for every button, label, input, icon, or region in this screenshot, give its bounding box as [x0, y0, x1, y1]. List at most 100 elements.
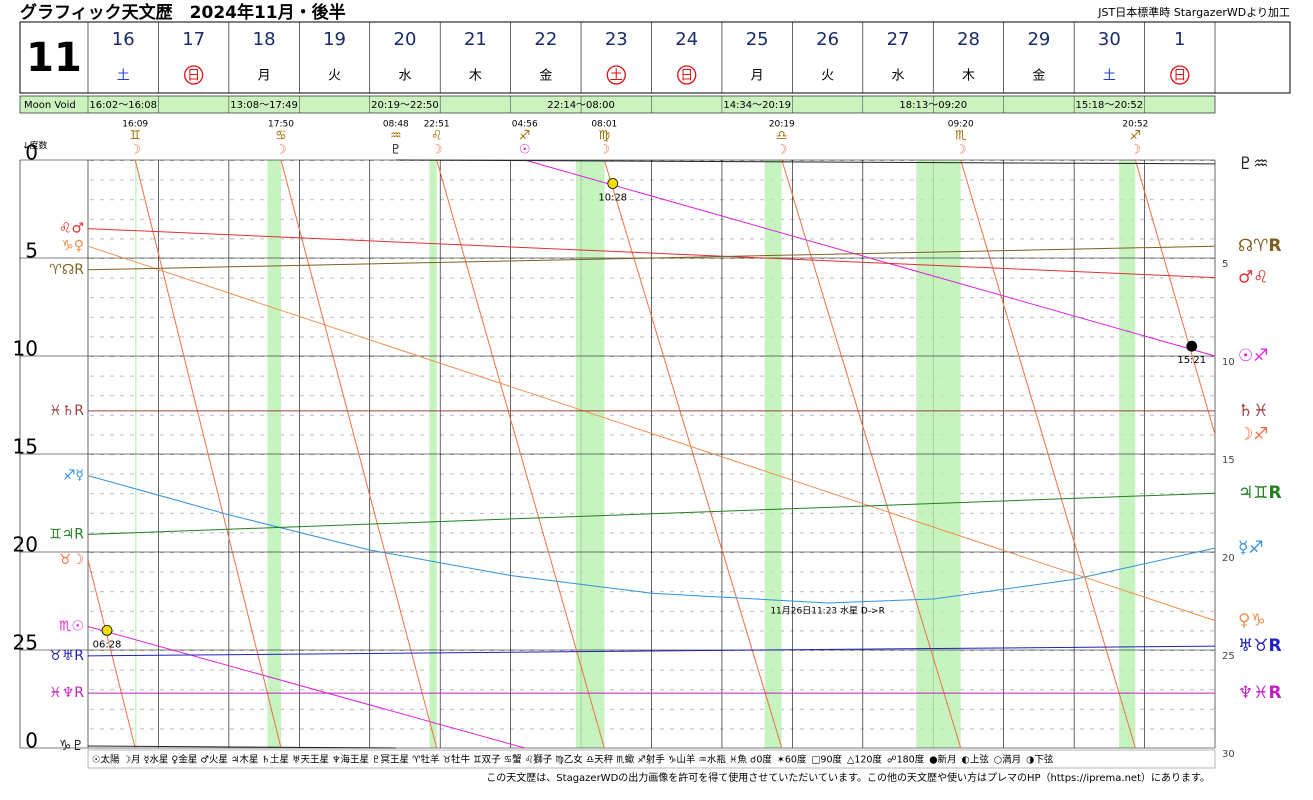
y-tick-label: 10: [13, 337, 38, 361]
moon-void-label: Moon Void: [24, 100, 76, 111]
ingress-time: 09:20: [948, 120, 974, 130]
day-number: 24: [675, 29, 698, 50]
legend-item: ♊双子: [473, 755, 501, 766]
right-label: ♆♓R: [1238, 683, 1282, 703]
legend-item: ♎天秤: [586, 755, 614, 766]
left-label: ♓♄R: [49, 403, 84, 419]
legend-item: ♑山羊: [668, 754, 696, 766]
void-label: 20:19～22:50: [371, 100, 439, 111]
right-label: ♅♉R: [1238, 636, 1282, 656]
legend-item: ♆海王星: [332, 754, 369, 766]
void-label: 15:18～20:52: [1076, 100, 1144, 111]
ingress-planet: ☽: [776, 143, 788, 158]
ingress-sign: ♍: [598, 129, 610, 144]
legend-item: ♄土星: [261, 754, 289, 766]
ingress-planet: ☽: [129, 143, 141, 158]
ingress-time: 20:52: [1122, 120, 1148, 130]
moon-phase: [101, 625, 113, 636]
left-label: ♊♃R: [49, 526, 84, 542]
footer: この天文歴は、StagazerWDの出力画像を許可を得て使用させていただいていま…: [486, 771, 1210, 784]
right-label: ☊♈R: [1238, 236, 1281, 256]
legend-item: ♋蟹: [504, 754, 523, 766]
y-tick-label: 20: [13, 533, 38, 557]
legend-item: ♈牡羊: [412, 754, 440, 766]
ingress-planet: ☉: [519, 143, 531, 158]
right-label: ☽♐: [1238, 424, 1268, 444]
right-label: ☿♐: [1238, 538, 1264, 558]
legend-box: [87, 749, 1216, 769]
series-line: [87, 492, 1216, 535]
phase-time: 06:28: [93, 639, 122, 650]
series-line: [87, 645, 1216, 657]
weekday: 月: [258, 69, 271, 84]
annotation: 11月26日11:23 水星 D->R: [770, 604, 885, 616]
legend-item: ♒水瓶: [698, 754, 726, 766]
ingress-sign: ♎: [776, 129, 788, 144]
legend-item: △120度: [847, 754, 882, 766]
moon-phase: [1186, 340, 1198, 352]
day-number: 26: [816, 29, 839, 50]
ingress-time: 16:09: [122, 120, 148, 130]
legend-item: ◐上弦: [962, 754, 990, 766]
day-number: 30: [1098, 29, 1121, 50]
subtitle: JST日本標準時 StargazerWDより加工: [1097, 5, 1290, 19]
right-label: ♄♓: [1238, 401, 1268, 421]
legend-item: ☉太陽: [92, 754, 120, 766]
legend-item: ♂火星: [200, 755, 228, 766]
y-label: ↓度数: [22, 140, 48, 152]
legend-item: ✶60度: [777, 754, 807, 766]
weekday: 日: [1173, 69, 1186, 84]
day-number: 22: [534, 29, 557, 50]
left-label: ♌♂: [59, 221, 84, 237]
header-box: [19, 21, 1291, 94]
weekday: 土: [117, 69, 130, 84]
legend-item: ♅天王星: [292, 755, 329, 766]
weekday: 木: [469, 69, 482, 84]
ingress-planet: ☽: [955, 143, 967, 158]
day-number: 28: [957, 29, 980, 50]
left-label: ♑♇: [59, 738, 84, 754]
right-label: ☉♐: [1238, 346, 1268, 366]
legend-item: ●新月: [929, 754, 956, 766]
ingress-sign: ♋: [275, 129, 287, 144]
series-line: [87, 245, 1216, 271]
legend-item: ☽月: [123, 755, 141, 766]
day-number: 20: [394, 29, 417, 50]
series-line: [87, 228, 1216, 279]
ingress-sign: ♊: [129, 129, 141, 144]
legend-item: ♃木星: [231, 754, 259, 766]
void-label: 14:34～20:19: [723, 100, 791, 111]
ingress-planet: ☽: [598, 143, 610, 158]
phase-time: 10:28: [598, 193, 627, 204]
ingress-planet: ☽: [431, 143, 443, 158]
legend-item: ♌獅子: [525, 754, 553, 766]
void-label: 13:08～17:49: [230, 100, 298, 111]
moon-phase: [607, 178, 619, 189]
day-number: 21: [464, 29, 487, 50]
weekday: 金: [539, 68, 552, 84]
weekday: 火: [821, 69, 834, 84]
left-label: ♓♆R: [49, 685, 84, 701]
weekday: 金: [1032, 68, 1045, 84]
left-label: ♈☊R: [49, 262, 84, 278]
holiday-circle: [677, 65, 697, 85]
legend-item: ◑下弦: [1026, 754, 1054, 766]
ingress-planet: ☽: [1130, 143, 1142, 158]
weekday: 土: [1103, 69, 1116, 84]
day-number: 17: [182, 29, 205, 50]
day-number: 18: [253, 29, 276, 50]
left-label: ♏☉: [59, 618, 84, 634]
moon-void-row: [19, 95, 1216, 114]
y-tick-label: 0: [25, 729, 38, 753]
series-line: [87, 245, 1216, 622]
legend-item: ♏蠍: [616, 754, 635, 766]
y2-tick-label: 20: [1222, 553, 1235, 564]
weekday: 水: [892, 69, 905, 84]
weekday: 日: [187, 69, 200, 84]
series-line: [87, 159, 1216, 749]
weekday: 土: [610, 69, 623, 84]
day-number: 19: [323, 29, 346, 50]
ingress-time: 04:56: [512, 120, 538, 130]
y2-tick-label: 30: [1222, 749, 1235, 760]
series-line: [87, 475, 1216, 604]
